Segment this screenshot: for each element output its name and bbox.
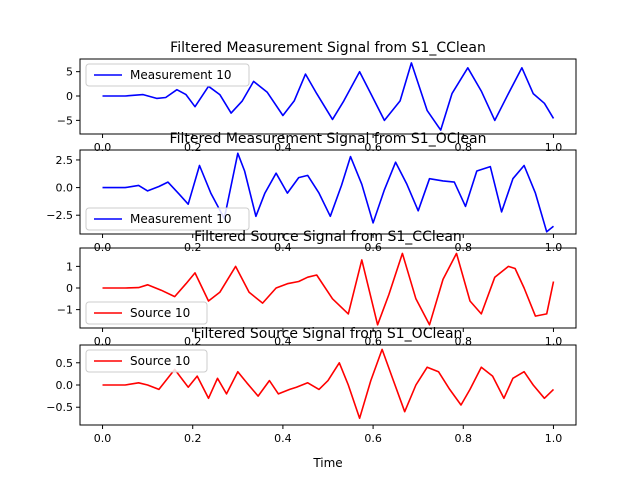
axes-frame [79,149,577,235]
y-tick-label: 5 [66,66,73,79]
subplot-title: Filtered Measurement Signal from S1_OCle… [170,131,487,147]
y-tick-label: −1 [57,304,73,317]
y-tick-label: −5 [57,114,73,127]
x-tick-label: 0.2 [184,141,202,154]
x-tick-label: 1.0 [545,141,563,154]
subplot-1: 0.0 0.2 0.4 0.6 0.8 1.0 −5 0 5 Filtered Measureme… [57,40,577,154]
x-tick-label: 0.4 [274,432,292,445]
legend-box [85,207,250,231]
series-line-4-1 [102,348,555,420]
y-tick-label: 1 [66,260,73,273]
subplot-title: Filtered Measurement Signal from S1_CCle… [170,40,486,56]
series-line-2-1 [102,152,555,233]
legend: Measurement 10 [85,63,250,87]
legend: Source 10 [85,349,208,373]
legend-box [85,349,208,373]
legend: Measurement 10 [85,207,250,231]
subplot-title: Filtered Source Signal from S1_OClean [194,326,463,342]
y-tick-label: 0 [66,90,73,103]
y-tick-label: 0.0 [56,379,74,392]
subplot-title: Filtered Source Signal from S1_CClean [194,229,462,245]
x-tick-label: 0.8 [455,141,473,154]
series-line-3-1 [102,252,555,326]
subplot-4: 0.0 0.2 0.4 0.6 0.8 1.0 −0.5 0.0 0.5 Filtered Sou… [46,326,577,445]
y-tick-label: 0.0 [56,182,74,195]
legend-box [85,301,208,325]
x-tick-label: 0.4 [274,141,292,154]
subplot-2: 0.0 0.2 0.4 0.6 0.8 1.0 −2.5 0.0 2.5 Filtered Mea… [46,131,577,254]
x-axis-label: Time [312,456,342,470]
x-tick-label: 1.0 [545,335,563,348]
legend-label: Measurement 10 [130,68,231,82]
y-tick-label: 0.5 [56,357,74,370]
x-tick-label: 0.0 [94,335,112,348]
x-tick-label: 0.8 [455,432,473,445]
series-line-1-1 [102,62,555,131]
legend-box [85,63,250,87]
x-tick-label: 0.2 [184,432,202,445]
legend-label: Source 10 [130,306,190,320]
legend-label: Measurement 10 [130,212,231,226]
x-tick-label: 0.6 [364,432,382,445]
legend: Source 10 [85,301,208,325]
y-tick-label: −0.5 [46,401,73,414]
legend-label: Source 10 [130,354,190,368]
y-tick-label: 2.5 [56,154,74,167]
x-tick-label: 0.0 [94,141,112,154]
x-tick-label: 1.0 [545,432,563,445]
y-tick-label: −2.5 [46,209,73,222]
x-tick-label: 0.0 [94,432,112,445]
y-tick-label: 0 [66,282,73,295]
x-tick-label: 0.6 [364,141,382,154]
